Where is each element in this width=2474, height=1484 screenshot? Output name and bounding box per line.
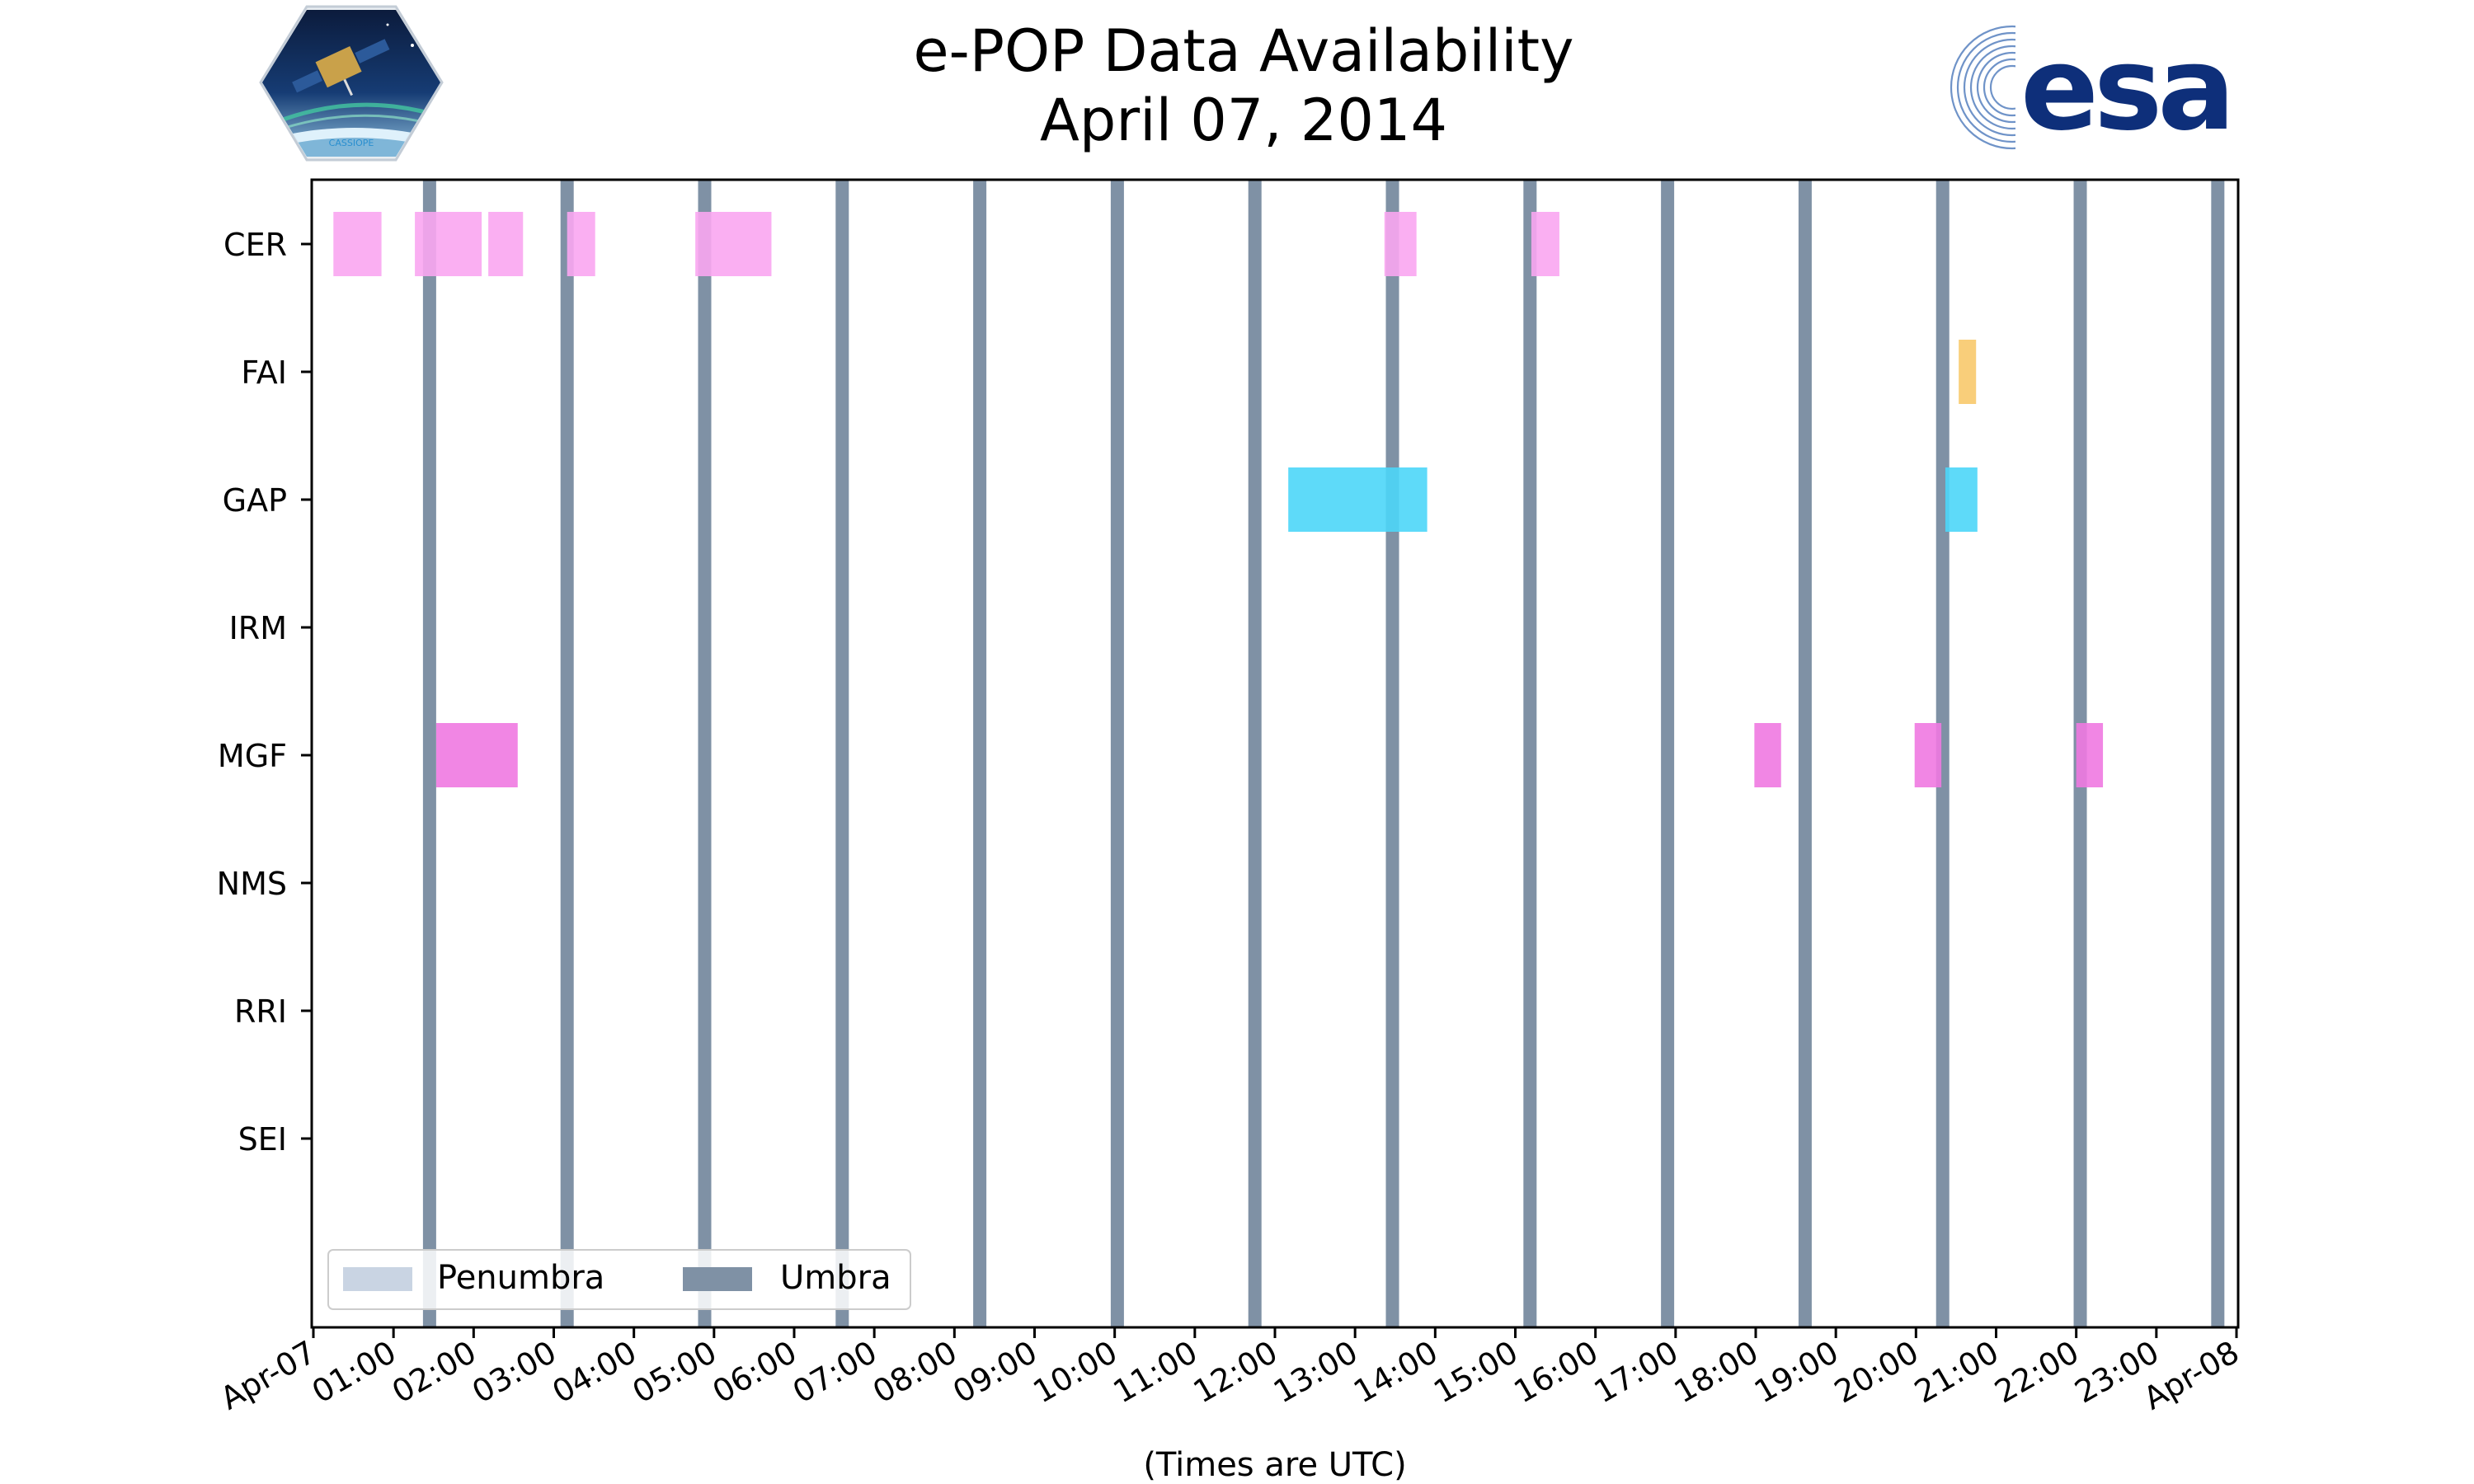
x-tick-label: 10:00 [1027,1334,1123,1411]
y-tick-label: MGF [218,738,287,774]
umbra-bands [422,180,2225,1327]
umbra-band [1248,180,1262,1327]
data-bar-cer [415,212,482,276]
x-tick-label: 04:00 [546,1334,642,1411]
x-tick-label: 12:00 [1188,1334,1284,1411]
umbra-band [560,180,574,1327]
x-tick-label: 14:00 [1348,1334,1444,1411]
umbra-band [1798,180,1812,1327]
y-tick-label: GAP [223,482,287,519]
data-bar-cer [567,212,595,276]
y-tick-label: SEI [238,1121,287,1158]
x-tick-label: 07:00 [787,1334,883,1411]
x-tick-label: 22:00 [1988,1334,2085,1411]
x-tick-label: 05:00 [626,1334,722,1411]
data-bar-mgf [1754,723,1781,787]
chart-title: e-POP Data Availability [913,17,1573,85]
esa-logo: esa [1950,22,2236,157]
umbra-band [422,180,436,1327]
x-tick-label: Apr-07 [214,1334,322,1417]
y-tick-label: RRI [234,993,287,1030]
x-axis: Apr-0701:0002:0003:0004:0005:0006:0007:0… [214,1327,2246,1416]
data-bar-mgf [2076,723,2104,787]
umbra-band [1935,180,1950,1327]
x-tick-label: 03:00 [466,1334,562,1411]
x-tick-label: 16:00 [1507,1334,1604,1411]
data-bar-gap [1945,467,1978,532]
data-bars [333,212,2104,787]
umbra-band [1523,180,1537,1327]
umbra-band [1110,180,1124,1327]
legend-penumbra-swatch [343,1267,412,1291]
data-bar-mgf [1914,723,1942,787]
legend-penumbra-label: Penumbra [437,1259,604,1297]
data-bar-cer [1384,212,1417,276]
data-bar-gap [1288,467,1427,532]
x-axis-label: (Times are UTC) [1143,1446,1406,1484]
legend: Penumbra Umbra [327,1249,911,1310]
y-tick-label: IRM [229,610,287,646]
y-tick-label: CER [223,227,287,263]
svg-text:esa: esa [2020,22,2231,157]
umbra-band [1661,180,1675,1327]
cassiope-logo: CASSIOPE [259,5,444,162]
svg-text:CASSIOPE: CASSIOPE [329,138,374,148]
x-tick-label: 21:00 [1908,1334,2005,1411]
x-tick-label: 19:00 [1748,1334,1845,1411]
x-tick-label: 17:00 [1587,1334,1684,1411]
data-bar-cer [1531,212,1559,276]
y-axis: CER FAI GAP IRM MGF NMS RRI SEI [217,227,312,1158]
umbra-band [835,180,849,1327]
x-tick-label: 09:00 [947,1334,1043,1411]
x-tick-label: 01:00 [306,1334,402,1411]
y-tick-label: NMS [217,866,287,902]
umbra-band [1385,180,1399,1327]
x-tick-label: 11:00 [1107,1334,1203,1411]
x-tick-label: 08:00 [867,1334,963,1411]
chart-subtitle: April 07, 2014 [1040,87,1447,154]
legend-box [327,1249,911,1310]
data-bar-cer [488,212,524,276]
legend-umbra-label: Umbra [780,1259,891,1297]
x-tick-label: 13:00 [1268,1334,1364,1411]
x-tick-label: 02:00 [386,1334,482,1411]
data-bar-fai [1959,340,1977,404]
x-tick-label: 06:00 [707,1334,803,1411]
data-bar-cer [333,212,382,276]
legend-umbra-swatch [683,1267,752,1291]
y-tick-label: FAI [241,355,287,391]
data-bar-cer [695,212,772,276]
umbra-band [2211,180,2225,1327]
x-tick-label: 20:00 [1828,1334,1925,1411]
umbra-band [698,180,712,1327]
x-tick-label: 18:00 [1668,1334,1765,1411]
data-bar-mgf [435,723,518,787]
umbra-band [973,180,987,1327]
x-tick-label: 15:00 [1427,1334,1524,1411]
